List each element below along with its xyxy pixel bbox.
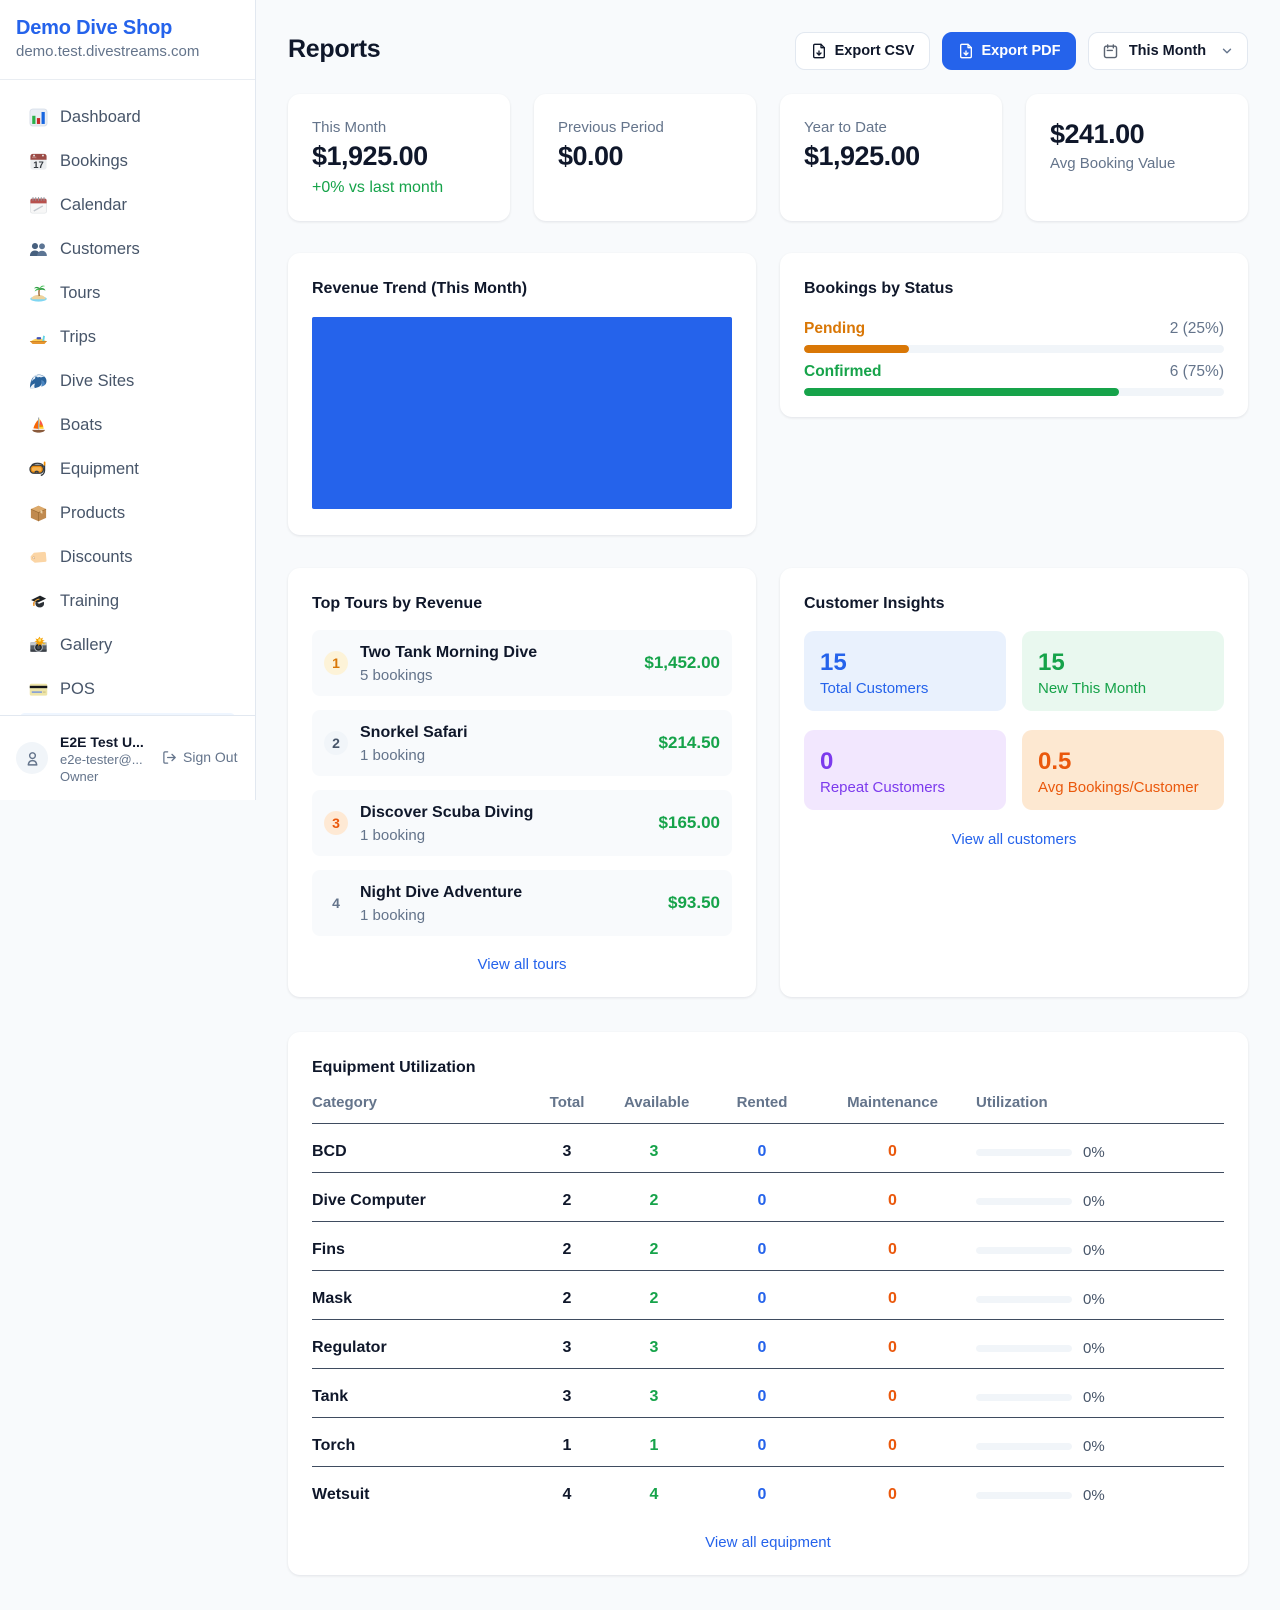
svg-text:17: 17 [33, 159, 44, 170]
